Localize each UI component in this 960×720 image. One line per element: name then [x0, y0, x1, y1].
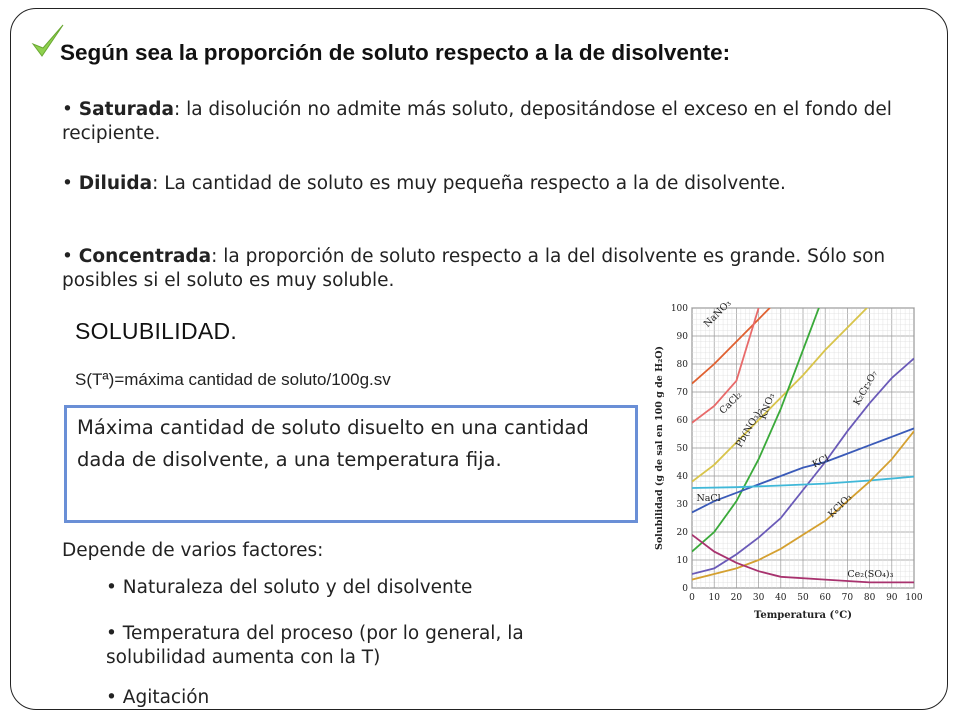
x-tick-label: 60: [819, 593, 831, 603]
series-line: [692, 308, 760, 424]
y-tick-label: 60: [677, 416, 689, 426]
series-line: [692, 308, 869, 483]
x-tick-label: 80: [864, 593, 876, 603]
series-line: [692, 427, 914, 514]
series-label: NaCl: [696, 493, 720, 504]
series-line: [692, 308, 820, 553]
y-tick-label: 90: [677, 332, 689, 342]
y-tick-label: 10: [677, 556, 689, 566]
section-heading: Según sea la proporción de soluto respec…: [60, 40, 731, 65]
x-tick-label: 10: [708, 593, 720, 603]
bullet-term: Concentrada: [78, 246, 212, 267]
solubility-title: SOLUBILIDAD.: [75, 318, 238, 344]
series-line: [692, 308, 771, 385]
bullet-text: : la disolución no admite más soluto, de…: [62, 99, 892, 144]
x-axis-label: Temperatura (°C): [754, 610, 852, 621]
series-line: [692, 430, 914, 581]
y-tick-label: 70: [677, 388, 689, 398]
bullet-term: Diluida: [78, 173, 153, 194]
series-line: [692, 475, 914, 489]
chart-grid: [691, 307, 915, 589]
bullet-saturada: • Saturada: la disolución no admite más …: [62, 99, 892, 144]
factor-item: • Naturaleza del soluto y del disolvente: [106, 577, 473, 598]
definition-box: Máxima cantidad de soluto disuelto en un…: [64, 405, 638, 523]
y-tick-label: 80: [677, 360, 689, 370]
checkmark-icon: [31, 24, 64, 57]
x-tick-label: 40: [775, 593, 787, 603]
factor-item: • Temperatura del proceso (por lo genera…: [106, 623, 524, 668]
chart-series: [692, 308, 914, 584]
x-tick-label: 20: [731, 593, 743, 603]
y-tick-label: 20: [677, 528, 689, 538]
bullet-term: Saturada: [78, 99, 174, 120]
x-tick-label: 0: [689, 593, 695, 603]
series-line: [692, 534, 914, 584]
series-label: Ce₂(SO₄)₃: [847, 569, 893, 580]
bullet-concentrada: • Concentrada: la proporción de soluto r…: [62, 246, 886, 291]
y-tick-label: 100: [671, 304, 688, 314]
x-tick-label: 30: [753, 593, 765, 603]
slide-frame: [10, 8, 948, 710]
y-tick-label: 40: [677, 472, 689, 482]
x-tick-label: 50: [797, 593, 809, 603]
y-axis-label: Solubilidad (g de sal en 100 g de H₂O): [654, 346, 665, 550]
y-tick-label: 30: [677, 500, 689, 510]
factors-intro: Depende de varios factores:: [62, 540, 324, 561]
definition-text: Máxima cantidad de soluto disuelto en un…: [77, 416, 589, 471]
x-tick-label: 100: [905, 593, 922, 603]
factor-item: • Agitación: [106, 687, 210, 708]
x-tick-label: 90: [886, 593, 898, 603]
y-tick-label: 50: [677, 444, 689, 454]
bullet-text: : la proporción de soluto respecto a la …: [62, 246, 886, 291]
solubility-definition: S(Tª)=máxima cantidad de soluto/100g.sv: [75, 370, 391, 389]
bullet-diluida: • Diluida: La cantidad de soluto es muy …: [62, 173, 786, 194]
bullet-text: : La cantidad de soluto es muy pequeña r…: [152, 173, 786, 194]
y-tick-label: 0: [682, 584, 688, 594]
x-tick-label: 70: [842, 593, 854, 603]
solubility-chart: 0 10 20 30 40 50 60 70 80 90 100 0 10 20 30 40 50 60 70 80 9…: [646, 296, 936, 636]
